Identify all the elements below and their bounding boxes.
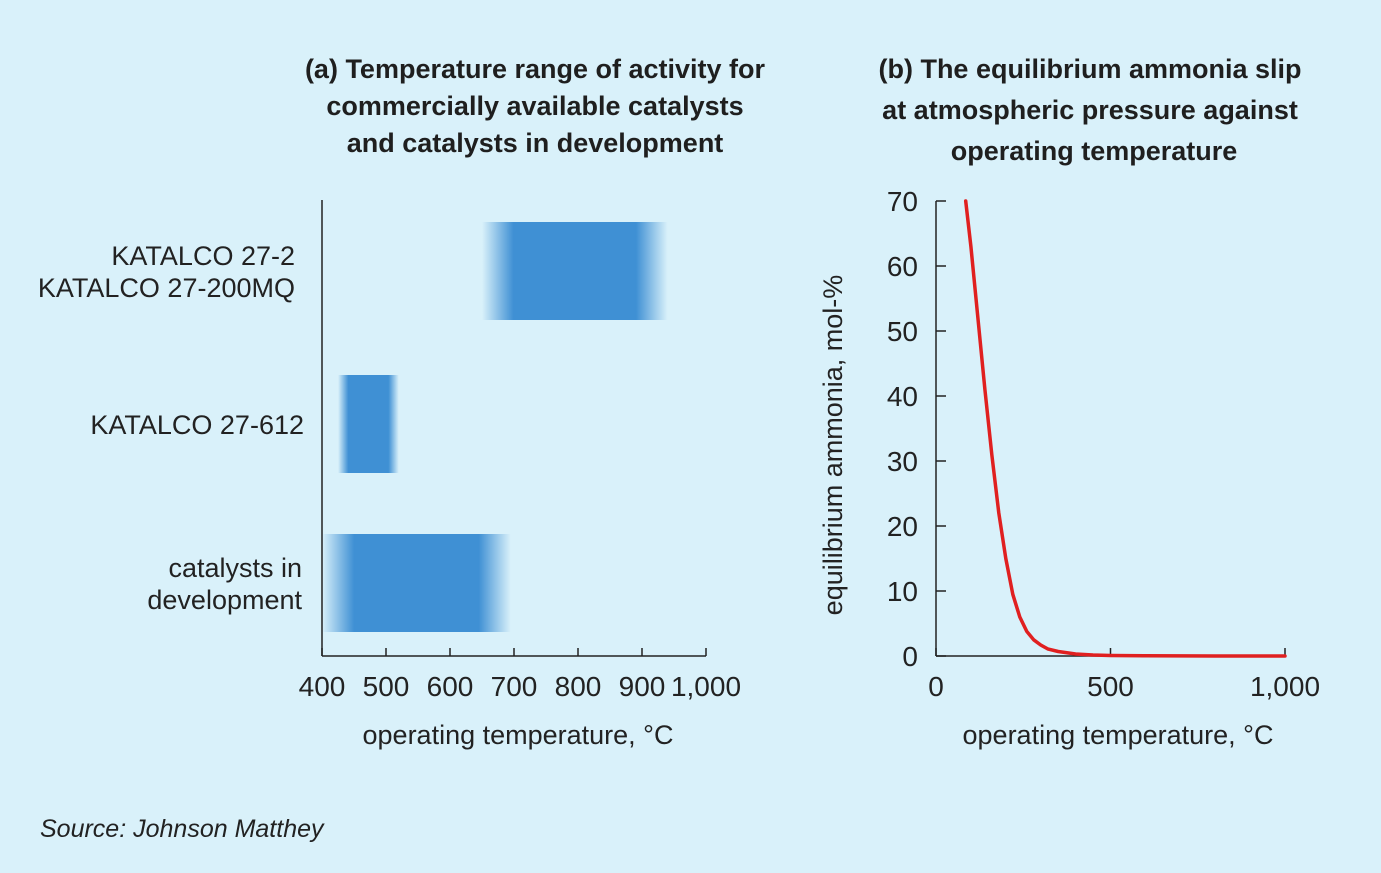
- chart-a-x-tick-label: 1,000: [671, 671, 741, 702]
- chart-b-x-tick-label: 1,000: [1250, 671, 1320, 702]
- chart-a-range-bar: [322, 534, 511, 632]
- chart-a-title-line-1: (a) Temperature range of activity for: [305, 54, 766, 84]
- chart-b-y-tick-label: 70: [887, 186, 918, 217]
- chart-b-y-axis-label: equilibrium ammonia, mol-%: [818, 275, 848, 616]
- chart-b-y-tick-label: 0: [902, 641, 918, 672]
- chart-b-x-tick-label: 0: [928, 671, 944, 702]
- chart-b-y-tick-label: 30: [887, 446, 918, 477]
- chart-a-title-line-3: and catalysts in development: [347, 128, 724, 158]
- chart-a-category-label: KATALCO 27-200MQ: [38, 273, 295, 303]
- chart-a-title: (a) Temperature range of activity for co…: [305, 54, 766, 158]
- chart-b-y-tick-label: 50: [887, 316, 918, 347]
- chart-b-plot-area: 0 10 20 30 40 50 60 70 0 500 1,000: [887, 186, 1320, 702]
- chart-b-title-line-2: at atmospheric pressure against: [882, 95, 1298, 125]
- chart-a-x-tick-label: 700: [491, 671, 538, 702]
- chart-b-title-line-1: (b) The equilibrium ammonia slip: [878, 54, 1301, 84]
- chart-b-x-tick-label: 500: [1087, 671, 1134, 702]
- chart-a-category-label: development: [147, 585, 302, 615]
- chart-a-range-bar: [338, 375, 399, 473]
- chart-a-x-axis-label: operating temperature, °C: [363, 720, 674, 750]
- chart-b-x-axis-label: operating temperature, °C: [963, 720, 1274, 750]
- chart-b-series-line: [963, 199, 1287, 658]
- chart-b-y-tick-label: 20: [887, 511, 918, 542]
- chart-a-category-label: KATALCO 27-612: [90, 410, 304, 440]
- chart-a-range-bar: [482, 222, 668, 320]
- chart-a-category-label: KATALCO 27-2: [111, 241, 295, 271]
- chart-a-x-tick-label: 600: [427, 671, 474, 702]
- chart-b-title: (b) The equilibrium ammonia slip at atmo…: [878, 54, 1301, 166]
- chart-a-x-tick-label: 500: [363, 671, 410, 702]
- source-note: Source: Johnson Matthey: [40, 815, 324, 843]
- chart-a-x-tick-label: 900: [619, 671, 666, 702]
- chart-a-temperature-range: (a) Temperature range of activity for co…: [38, 54, 766, 750]
- chart-b-y-tick-label: 10: [887, 576, 918, 607]
- chart-a-x-tick-label: 800: [555, 671, 602, 702]
- chart-b-title-line-3: operating temperature: [951, 136, 1238, 166]
- chart-b-ammonia-slip: (b) The equilibrium ammonia slip at atmo…: [818, 54, 1320, 750]
- chart-a-title-line-2: commercially available catalysts: [326, 91, 743, 121]
- chart-b-y-tick-label: 60: [887, 251, 918, 282]
- chart-a-x-tick-label: 400: [299, 671, 346, 702]
- chart-b-y-tick-label: 40: [887, 381, 918, 412]
- chart-a-category-label: catalysts in: [168, 553, 302, 583]
